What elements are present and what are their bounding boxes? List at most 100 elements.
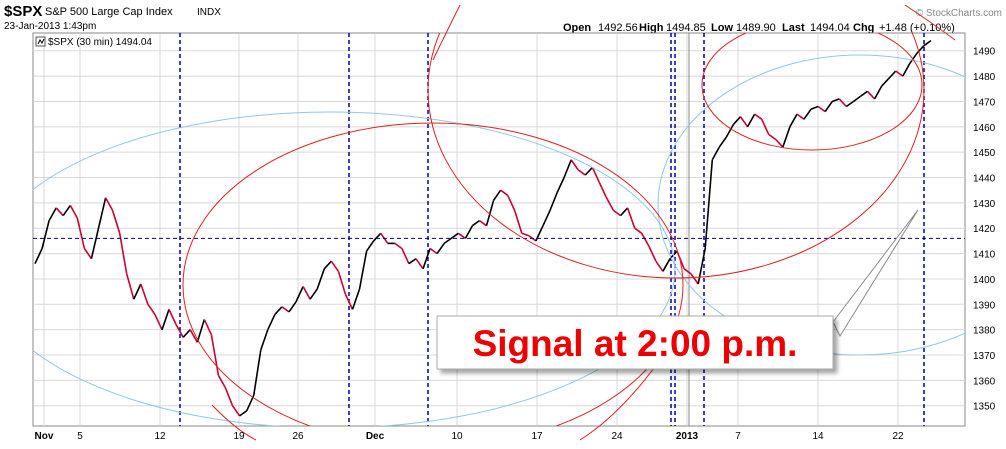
signal-callout: Signal at 2:00 p.m.: [436, 209, 919, 370]
price-segment: [739, 116, 749, 128]
open-value: 1492.56: [598, 22, 638, 34]
price-segment: [168, 309, 177, 325]
price-segment: [838, 98, 847, 108]
series-legend: $SPX (30 min) 1494.04: [35, 36, 152, 48]
price-segment: [817, 105, 826, 113]
price-segment: [485, 200, 495, 226]
price-segment: [866, 90, 876, 100]
price-segment: [775, 138, 784, 148]
callout-pointer: [832, 209, 919, 338]
price-segment: [41, 220, 50, 249]
price-segment: [118, 233, 128, 275]
price-segment: [239, 410, 248, 417]
x-tick-label: 7: [735, 431, 741, 442]
price-segment: [147, 303, 156, 315]
price-segment: [563, 159, 572, 178]
price-segment: [83, 248, 93, 260]
price-segment: [429, 247, 438, 255]
price-segment: [365, 240, 375, 252]
price-segment: [415, 258, 424, 270]
price-segment: [725, 123, 735, 138]
price-segment: [55, 207, 64, 217]
y-tick-label: 1450: [973, 148, 996, 159]
price-segment: [711, 146, 721, 161]
open-label: Open: [563, 22, 591, 34]
high-label: High: [639, 22, 664, 34]
price-segment: [648, 245, 657, 262]
price-segment: [182, 329, 191, 338]
price-segment: [302, 286, 311, 300]
price-segment: [881, 78, 890, 87]
price-segment: [662, 258, 671, 272]
price-segment: [542, 210, 551, 227]
price-segment: [189, 329, 198, 343]
exchange-label: INDX: [197, 7, 221, 18]
price-segment: [859, 90, 868, 98]
price-segment: [577, 169, 586, 176]
legend-swatch-mark: [37, 38, 45, 45]
y-tick-label: 1390: [973, 300, 996, 311]
price-segment: [641, 232, 650, 247]
price-segment: [154, 314, 163, 331]
price-segment: [479, 219, 487, 227]
price-segment: [76, 217, 86, 249]
price-segment: [613, 209, 622, 217]
price-segment: [471, 219, 480, 227]
price-segment: [492, 189, 502, 201]
price-segment: [210, 334, 220, 376]
y-tick-label: 1380: [973, 326, 996, 337]
red-arc-right: [701, 33, 923, 151]
low-label: Low: [711, 22, 733, 34]
y-tick-label: 1360: [973, 376, 996, 387]
price-segment: [337, 271, 347, 295]
red-arc-top: [427, 33, 925, 279]
price-segment: [626, 207, 636, 229]
callout-text: Signal at 2:00 p.m.: [473, 323, 798, 364]
price-segment: [584, 166, 593, 176]
x-tick-label: Nov: [35, 431, 54, 442]
price-segment: [605, 197, 615, 211]
price-series: [34, 39, 932, 417]
x-tick-label: 26: [292, 431, 304, 442]
price-segment: [281, 306, 290, 313]
price-segment: [683, 268, 692, 275]
price-segment: [408, 258, 417, 265]
price-segment: [690, 273, 699, 285]
price-segment: [260, 329, 269, 351]
price-segment: [90, 228, 100, 259]
ticker-symbol: $SPX: [4, 3, 42, 20]
last-value: 1494.04: [810, 22, 850, 34]
price-segment: [161, 309, 170, 330]
price-segment: [591, 167, 601, 183]
price-segment: [754, 113, 763, 120]
price-segment: [746, 113, 756, 128]
price-segment: [634, 227, 643, 234]
price-segment: [175, 324, 184, 338]
ohlc-summary: Open 1492.56 High 1494.85 Low 1489.90 La…: [563, 22, 955, 34]
price-segment: [549, 192, 558, 211]
price-segment: [513, 210, 523, 234]
x-tick-label: 17: [531, 431, 543, 442]
high-value: 1494.85: [666, 22, 706, 34]
price-segment: [224, 387, 234, 406]
y-tick-label: 1490: [973, 47, 996, 58]
y-tick-label: 1430: [973, 199, 996, 210]
price-segment: [521, 232, 530, 237]
price-segment: [760, 118, 770, 135]
price-segment: [373, 232, 382, 242]
price-segment: [796, 113, 805, 120]
price-segment: [111, 210, 121, 234]
price-segment: [845, 100, 854, 108]
y-tick-label: 1410: [973, 250, 996, 261]
price-segment: [330, 260, 340, 272]
price-segment: [125, 273, 135, 300]
price-segment: [718, 136, 728, 148]
price-segment: [203, 319, 213, 336]
price-segment: [782, 126, 791, 148]
y-tick-label: 1460: [973, 123, 996, 134]
chart-datetime: 23-Jan-2013 1:43pm: [4, 21, 96, 32]
price-segment: [923, 39, 932, 47]
price-segment: [500, 189, 509, 196]
